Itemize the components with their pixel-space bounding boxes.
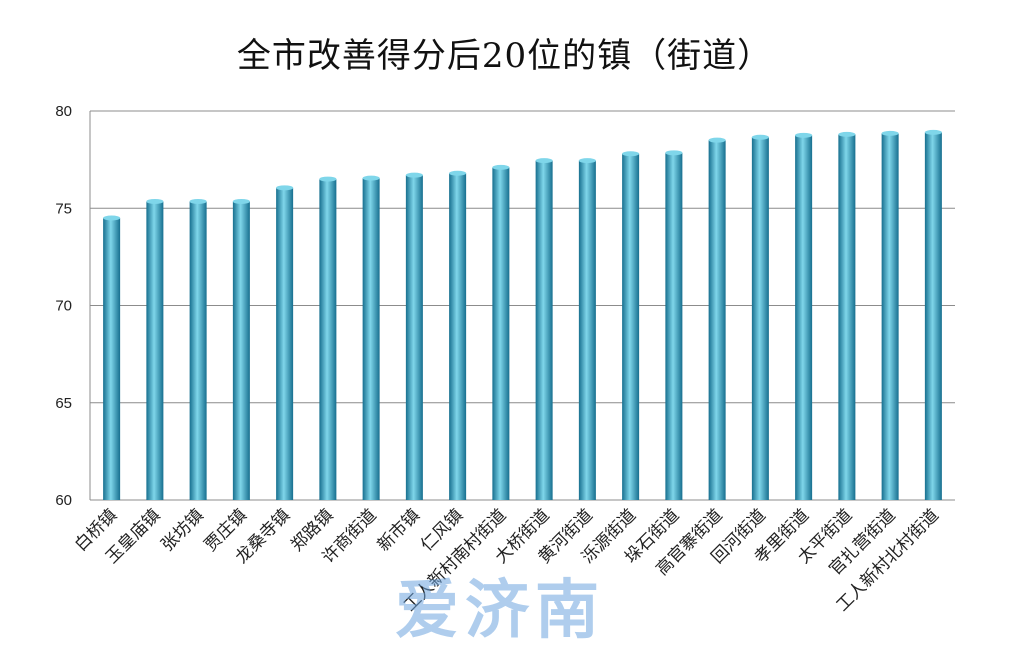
bar-cap xyxy=(881,130,899,136)
bar-cap xyxy=(795,132,813,138)
bar-cap xyxy=(838,131,856,137)
bar xyxy=(146,201,164,500)
bar-cap xyxy=(665,150,683,156)
bar-cap xyxy=(405,172,423,178)
bar-cap xyxy=(232,198,250,204)
bar xyxy=(708,140,726,501)
bar-cap xyxy=(751,134,769,140)
bar xyxy=(232,201,250,500)
x-category-label: 张坊镇 xyxy=(157,505,207,555)
bar xyxy=(189,201,207,500)
gridlines xyxy=(90,110,955,501)
y-tick-label: 75 xyxy=(55,200,72,217)
bar xyxy=(924,132,942,500)
watermark: 爱济南 xyxy=(395,574,605,648)
y-tick-labels: 60 65 70 75 80 xyxy=(55,103,72,509)
bar-cap xyxy=(492,164,510,170)
bar-cap xyxy=(319,176,337,182)
bar xyxy=(838,134,856,500)
bar xyxy=(319,179,337,500)
bar xyxy=(449,173,467,501)
bar-cap xyxy=(189,198,207,204)
bar xyxy=(622,153,640,501)
bar xyxy=(103,217,121,500)
bar-cap xyxy=(146,198,164,204)
bar xyxy=(578,160,596,500)
bar xyxy=(795,135,813,500)
bar-cap xyxy=(622,151,640,157)
bar-cap xyxy=(276,185,294,191)
bar xyxy=(276,187,294,500)
y-tick-label: 70 xyxy=(55,298,72,315)
bar-cap xyxy=(924,129,942,135)
bar xyxy=(881,133,899,500)
bar xyxy=(405,175,423,500)
bars xyxy=(103,129,942,501)
bar-cap xyxy=(578,158,596,164)
y-tick-label: 65 xyxy=(55,395,72,412)
bar-cap xyxy=(362,175,380,181)
bar xyxy=(492,167,510,500)
chart-title: 全市改善得分后20位的镇（街道） xyxy=(236,36,773,76)
bar xyxy=(535,160,553,500)
bar-cap xyxy=(708,137,726,143)
y-tick-label: 60 xyxy=(55,492,72,509)
bar-cap xyxy=(535,158,553,164)
y-tick-label: 80 xyxy=(55,103,72,120)
x-category-label: 新市镇 xyxy=(374,505,424,555)
bar xyxy=(362,178,380,501)
bar-cap xyxy=(103,215,121,221)
bar-cap xyxy=(449,170,467,176)
bar xyxy=(665,152,683,500)
bar xyxy=(751,137,769,500)
